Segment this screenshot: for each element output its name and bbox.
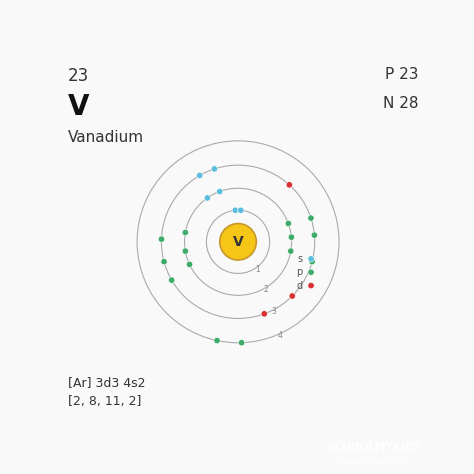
Circle shape <box>308 255 314 262</box>
Circle shape <box>197 172 203 179</box>
Text: 4: 4 <box>278 331 283 340</box>
Text: [Ar] 3d3 4s2: [Ar] 3d3 4s2 <box>68 375 145 389</box>
Text: 3: 3 <box>271 307 276 316</box>
Circle shape <box>214 337 220 344</box>
Circle shape <box>161 258 167 265</box>
Text: 1: 1 <box>255 265 260 274</box>
Circle shape <box>285 220 292 227</box>
Text: SCHOOLMYKIDS: SCHOOLMYKIDS <box>328 442 421 452</box>
Circle shape <box>217 188 223 195</box>
Circle shape <box>288 248 294 254</box>
Circle shape <box>182 229 189 236</box>
Text: LEARNING. REVIEWS. SCHOOLS.: LEARNING. REVIEWS. SCHOOLS. <box>335 460 414 465</box>
Circle shape <box>232 207 238 213</box>
Text: s: s <box>297 254 302 264</box>
Circle shape <box>238 339 245 346</box>
Circle shape <box>308 283 314 289</box>
Circle shape <box>308 269 314 275</box>
Circle shape <box>204 195 210 201</box>
Text: Vanadium: Vanadium <box>68 130 144 145</box>
Circle shape <box>309 258 315 265</box>
Circle shape <box>182 248 189 254</box>
Text: V: V <box>233 235 244 249</box>
Circle shape <box>220 224 256 260</box>
Circle shape <box>261 310 267 317</box>
Text: d: d <box>296 281 302 291</box>
Text: 2: 2 <box>264 285 268 294</box>
Circle shape <box>211 166 218 172</box>
Circle shape <box>186 261 193 268</box>
Text: 23: 23 <box>68 67 89 85</box>
Circle shape <box>158 236 164 242</box>
Text: P 23: P 23 <box>384 67 418 82</box>
Text: p: p <box>296 267 302 277</box>
Circle shape <box>308 215 314 221</box>
Circle shape <box>288 234 294 240</box>
Circle shape <box>311 232 318 238</box>
Circle shape <box>237 207 244 213</box>
Text: [2, 8, 11, 2]: [2, 8, 11, 2] <box>68 395 141 408</box>
Circle shape <box>169 277 175 283</box>
Text: V: V <box>68 93 89 121</box>
Text: N 28: N 28 <box>383 96 418 111</box>
Circle shape <box>286 182 292 188</box>
Circle shape <box>289 293 295 299</box>
